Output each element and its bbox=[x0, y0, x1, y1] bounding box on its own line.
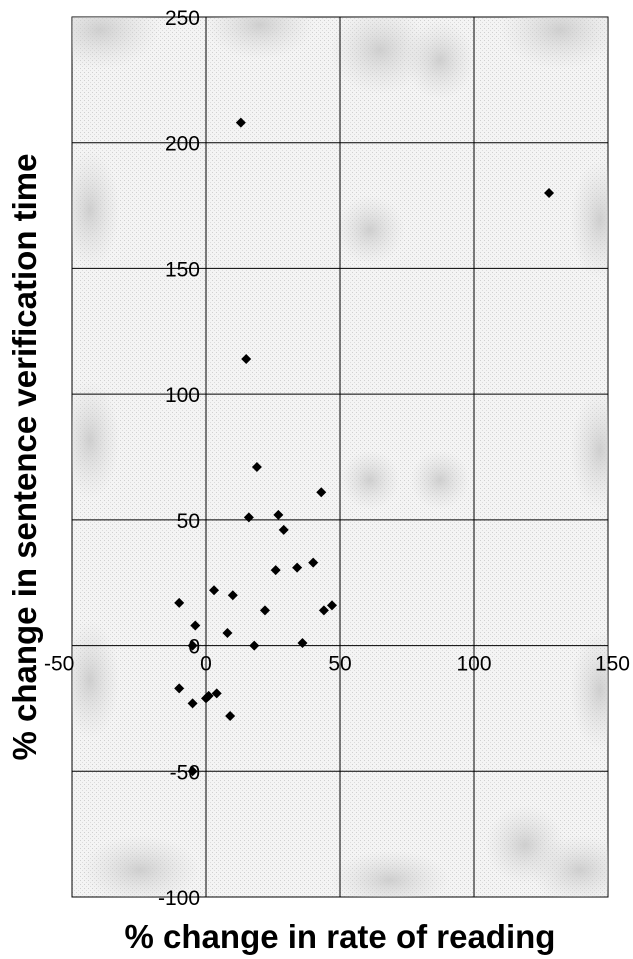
data-point bbox=[190, 620, 201, 631]
data-point bbox=[326, 600, 337, 611]
data-point bbox=[241, 353, 252, 364]
y-tick-label: 250 bbox=[165, 7, 200, 30]
data-point bbox=[316, 487, 327, 498]
plot-texture bbox=[72, 17, 608, 897]
x-tick-label: 100 bbox=[456, 653, 491, 676]
data-point bbox=[235, 117, 246, 128]
data-point bbox=[174, 597, 185, 608]
y-tick-label: 100 bbox=[165, 384, 200, 407]
data-point bbox=[251, 462, 262, 473]
data-points bbox=[174, 117, 555, 777]
x-tick-labels: -50 0 50 100 150 bbox=[44, 653, 630, 676]
data-point bbox=[174, 683, 185, 694]
data-point bbox=[259, 605, 270, 616]
x-tick-label: -50 bbox=[44, 653, 74, 676]
y-tick-label: 50 bbox=[177, 510, 200, 533]
data-point bbox=[318, 605, 329, 616]
data-point bbox=[249, 640, 260, 651]
data-point bbox=[222, 628, 233, 638]
data-point bbox=[308, 557, 319, 568]
data-point bbox=[211, 688, 222, 699]
y-tick-label: 200 bbox=[165, 133, 200, 156]
data-point bbox=[227, 590, 238, 601]
data-point bbox=[243, 512, 254, 523]
x-tick-label: 0 bbox=[200, 653, 212, 676]
x-axis-title: % change in rate of reading bbox=[125, 918, 556, 955]
data-point bbox=[187, 640, 198, 651]
grid-lines bbox=[72, 17, 608, 897]
data-point bbox=[201, 693, 211, 704]
data-point bbox=[225, 710, 236, 721]
data-point bbox=[278, 524, 289, 535]
data-point bbox=[209, 585, 220, 596]
data-point bbox=[273, 509, 284, 520]
data-point bbox=[270, 565, 281, 576]
data-point bbox=[544, 188, 555, 198]
x-tick-label: 150 bbox=[595, 653, 630, 676]
data-point bbox=[292, 562, 303, 573]
y-axis-title: % change in sentence verification time bbox=[6, 153, 43, 760]
data-point bbox=[297, 638, 308, 649]
y-tick-label: 150 bbox=[165, 258, 200, 281]
x-tick-label: 50 bbox=[328, 653, 351, 676]
y-tick-label: -100 bbox=[158, 887, 200, 910]
data-point bbox=[187, 766, 198, 777]
data-point bbox=[187, 698, 198, 709]
